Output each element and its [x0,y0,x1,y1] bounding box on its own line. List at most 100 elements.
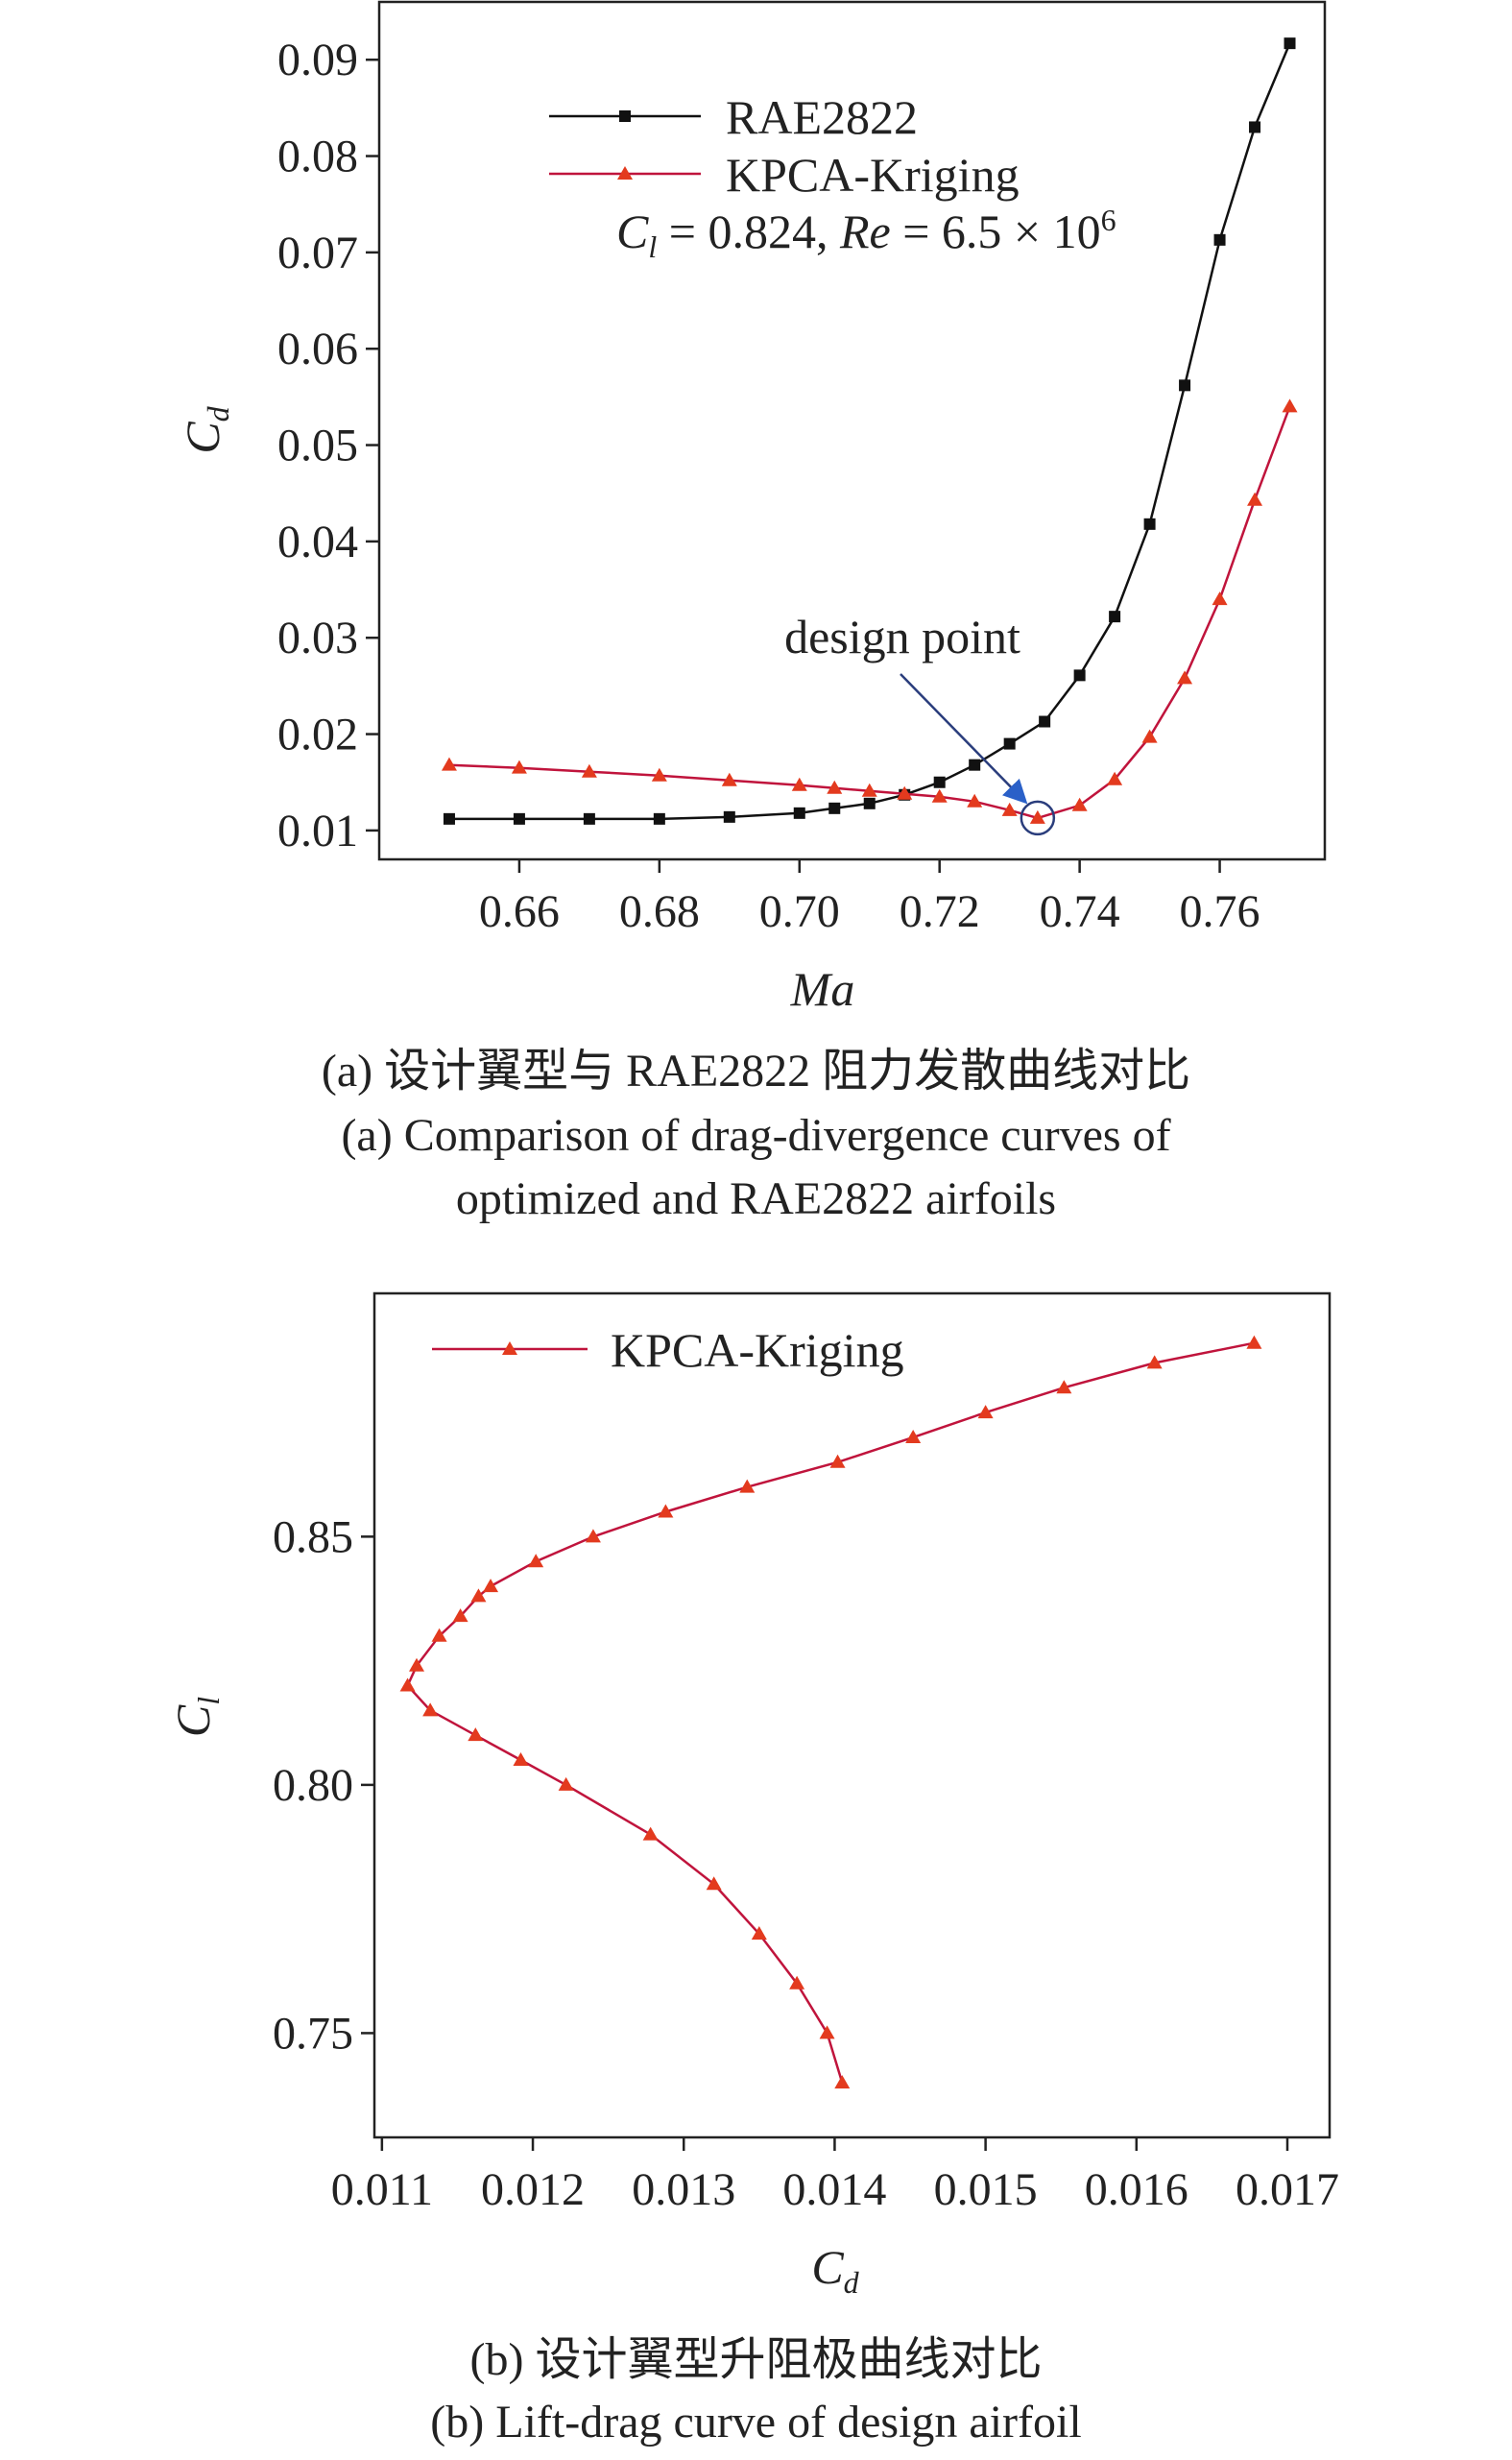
data-point [723,810,735,823]
data-point [897,785,913,800]
data-point [829,1454,846,1468]
design-point-circle [1020,800,1056,836]
caption-b-english: (b) Lift-drag curve of design airfoil [430,2397,1082,2448]
data-point [1039,715,1051,728]
legend: KPCA-Kriging [432,1323,904,1377]
x-tick-label: 0.011 [331,2164,433,2215]
data-point [751,1926,767,1941]
data-point [1246,1335,1262,1349]
x-tick-label: 0.66 [479,886,560,937]
data-point [1071,797,1088,811]
x-tick-label: 0.72 [900,886,980,937]
data-point [1247,492,1263,506]
data-point [969,759,981,771]
data-point [1177,670,1193,685]
data-point [441,757,457,771]
data-point [1212,591,1228,606]
x-tick-label: 0.013 [632,2164,735,2215]
data-point [528,1554,544,1568]
data-point [1109,611,1121,623]
data-point [581,763,597,778]
data-point [483,1579,499,1593]
data-point [422,1702,439,1717]
data-point [452,1608,468,1623]
drag-divergence-chart: 0.66 0.68 0.70 0.72 0.74 0.76 0.01 0.02 0.03 0.04… [176,0,1327,1016]
data-point [1143,518,1156,530]
data-point [1213,233,1226,246]
data-point [642,1826,659,1841]
data-point [1141,729,1158,743]
legend-marker [617,166,633,180]
y-tick-label: 0.08 [277,132,358,182]
y-tick-label: 0.06 [277,324,358,374]
x-axis-title: Ma [790,962,855,1016]
data-point [789,1975,805,1990]
x-tick-label: 0.74 [1040,886,1120,937]
data-point [791,777,807,791]
y-tick-label: 0.80 [273,1760,353,1811]
data-point [409,1657,425,1672]
data-point [585,1529,601,1543]
series-line-kpca-kriging [406,1341,1255,2084]
x-axis-title: Cd [811,2240,859,2300]
data-point [1029,809,1045,824]
caption-a-english-line1: (a) Comparison of drag-divergence curves… [341,1110,1171,1161]
data-point [1003,737,1016,750]
y-tick-label: 0.05 [277,421,358,471]
y-axis-title: Cl [166,1697,226,1737]
y-axis-title: Cd [176,405,235,453]
series-markers-kpca-kriging [441,398,1298,824]
data-point [468,1727,484,1742]
data-point [828,802,841,814]
data-point [967,793,983,808]
series-line-kpca-kriging [448,405,1291,820]
data-point [863,797,876,809]
series-line-rae2822 [449,42,1291,821]
data-point [706,1876,722,1891]
y-tick-label: 0.02 [277,710,358,760]
data-point [399,1677,416,1692]
data-point [977,1405,994,1419]
legend-label-kpca-kriging: KPCA-Kriging [726,148,1020,202]
data-point [511,760,527,774]
y-tick-label: 0.03 [277,613,358,663]
data-point [1249,121,1261,133]
data-point [834,2075,851,2089]
data-point [651,767,667,782]
x-tick-label: 0.015 [934,2164,1038,2215]
data-point [443,812,455,825]
caption-b-chinese: (b) 设计翼型升阻极曲线对比 [469,2334,1043,2385]
y-tick-label: 0.85 [273,1511,353,1562]
data-point [739,1479,756,1493]
plot-frame [372,1291,1332,2139]
data-point [905,1429,922,1443]
caption-a-english-line2: optimized and RAE2822 airfoils [455,1173,1057,1224]
y-tick-label: 0.04 [277,517,358,567]
x-tick-label: 0.68 [619,886,700,937]
legend-marker [619,110,631,122]
annotation-arrow [900,673,1028,805]
data-point [933,776,946,788]
data-point [513,1752,529,1767]
legend-label-rae2822: RAE2822 [726,90,918,144]
x-tick-label: 0.017 [1236,2164,1339,2215]
condition-label: Cl = 0.824, Re = 6.5 × 106 [616,203,1116,264]
legend-label-kpca-kriging: KPCA-Kriging [611,1323,904,1377]
annotation-label: design point [784,610,1020,663]
data-point [1179,379,1191,392]
plot-frame [377,0,1327,861]
data-point [558,1776,574,1791]
data-point [861,783,877,797]
data-point [653,812,665,825]
data-point [721,772,737,786]
data-point [583,812,595,825]
x-tick-label: 0.016 [1085,2164,1188,2215]
data-point [793,807,805,819]
data-point [1107,771,1123,785]
data-point [931,788,948,803]
data-point [470,1588,487,1603]
x-tick-label: 0.70 [759,886,840,937]
data-point [1146,1355,1163,1369]
